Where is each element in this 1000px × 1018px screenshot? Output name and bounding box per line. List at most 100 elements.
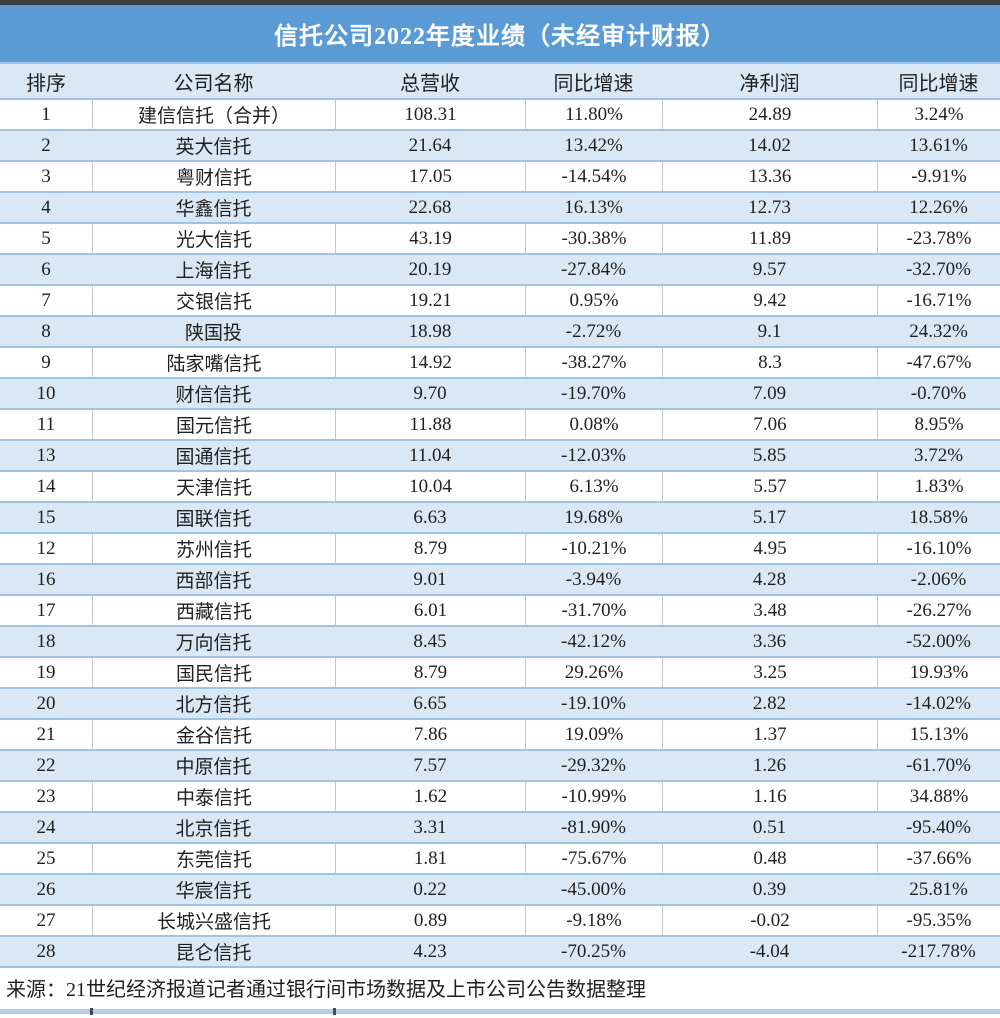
cell-company: 中原信托 xyxy=(175,757,252,778)
cell-profit-yoy: -9.91% xyxy=(877,162,1000,191)
cell-revenue-yoy: 29.26% xyxy=(525,658,662,687)
cell-rank: 25 xyxy=(36,847,56,869)
cell-profit: 2.82 xyxy=(752,692,787,714)
cell-revenue: 1.62 xyxy=(335,782,525,811)
cell-profit-yoy: -14.02% xyxy=(906,692,971,714)
cell-revenue-yoy: -19.10% xyxy=(561,692,626,714)
table-row: 9 陆家嘴信托 14.92 -38.27% 8.3 -47.67% xyxy=(0,348,1000,379)
cell-revenue: 7.86 xyxy=(335,720,525,749)
cell-revenue: 10.04 xyxy=(335,472,525,501)
cell-profit: 5.17 xyxy=(752,506,787,528)
cell-rank: 9 xyxy=(41,351,51,373)
cell-company: 苏州信托 xyxy=(92,534,335,563)
table-row: 6 上海信托 20.19 -27.84% 9.57 -32.70% xyxy=(0,255,1000,286)
table-row: 7 交银信托 19.21 0.95% 9.42 -16.71% xyxy=(0,286,1000,317)
cell-profit-yoy: -47.67% xyxy=(877,348,1000,377)
cell-revenue-yoy: -19.70% xyxy=(561,382,626,404)
cell-profit-yoy: 12.26% xyxy=(909,196,968,218)
cell-company: 万向信托 xyxy=(175,633,252,654)
cell-revenue-yoy: 16.13% xyxy=(564,196,623,218)
table-row: 16 西部信托 9.01 -3.94% 4.28 -2.06% xyxy=(0,565,1000,596)
table-row: 13 国通信托 11.04 -12.03% 5.85 3.72% xyxy=(0,441,1000,472)
cell-profit: 1.16 xyxy=(662,782,877,811)
cell-revenue: 17.05 xyxy=(335,162,525,191)
table-row: 17 西藏信托 6.01 -31.70% 3.48 -26.27% xyxy=(0,596,1000,627)
cell-company: 国民信托 xyxy=(92,658,335,687)
cell-company: 昆仑信托 xyxy=(175,943,252,964)
source-row: 来源：21世纪经济报道记者通过银行间市场数据及上市公司公告数据整理 xyxy=(0,968,1000,1006)
cell-revenue: 19.21 xyxy=(335,286,525,315)
table-row: 4 华鑫信托 22.68 16.13% 12.73 12.26% xyxy=(0,193,1000,224)
cell-rank: 19 xyxy=(36,661,56,683)
performance-table: 排序 公司名称 总营收 同比增速 净利润 同比增速 1 建信信托（合并） 108.31 11.8… xyxy=(0,62,1000,968)
cell-revenue-yoy: 0.95% xyxy=(525,286,662,315)
cell-revenue: 0.22 xyxy=(413,878,447,900)
cell-revenue-yoy: 0.08% xyxy=(525,410,662,439)
cell-revenue: 6.01 xyxy=(335,596,525,625)
table-row: 23 中泰信托 1.62 -10.99% 1.16 34.88% xyxy=(0,782,1000,813)
cell-company: 西部信托 xyxy=(175,571,252,592)
cell-profit: 0.51 xyxy=(752,816,787,838)
cell-revenue: 0.89 xyxy=(335,906,525,935)
cell-profit: 5.57 xyxy=(662,472,877,501)
table-row: 27 长城兴盛信托 0.89 -9.18% -0.02 -95.35% xyxy=(0,906,1000,937)
cell-profit: 12.73 xyxy=(748,196,791,218)
cell-revenue-yoy: -3.94% xyxy=(565,568,622,590)
cell-revenue-yoy: -42.12% xyxy=(561,630,626,652)
cell-rank: 16 xyxy=(36,568,56,590)
table-row: 3 粤财信托 17.05 -14.54% 13.36 -9.91% xyxy=(0,162,1000,193)
cell-profit-yoy: -32.70% xyxy=(906,258,971,280)
top-bar xyxy=(0,0,1000,5)
cell-profit-yoy: -95.40% xyxy=(906,816,971,838)
table-row: 24 北京信托 3.31 -81.90% 0.51 -95.40% xyxy=(0,813,1000,844)
cell-revenue-yoy: -10.99% xyxy=(525,782,662,811)
header-cell: 同比增速 xyxy=(553,72,634,95)
table-title-band: 信托公司2022年度业绩（未经审计财报） xyxy=(0,5,1000,62)
cell-rank: 20 xyxy=(36,692,56,714)
cell-rank: 26 xyxy=(36,878,56,900)
cell-revenue: 9.01 xyxy=(413,568,447,590)
cell-company: 中泰信托 xyxy=(92,782,335,811)
table-row: 26 华宸信托 0.22 -45.00% 0.39 25.81% xyxy=(0,875,1000,906)
cell-rank: 6 xyxy=(41,258,51,280)
cell-revenue-yoy: 6.13% xyxy=(525,472,662,501)
cell-profit: 0.48 xyxy=(662,844,877,873)
cell-rank: 13 xyxy=(36,444,56,466)
cell-revenue-yoy: 19.09% xyxy=(525,720,662,749)
header-cell: 总营收 xyxy=(400,72,460,95)
cell-profit-yoy: -61.70% xyxy=(906,754,971,776)
cell-revenue-yoy: -70.25% xyxy=(561,940,626,962)
cell-profit-yoy: 3.24% xyxy=(877,100,1000,129)
cell-company: 东莞信托 xyxy=(92,844,335,873)
cell-rank: 11 xyxy=(36,413,56,435)
bottom-partial-row xyxy=(0,1006,1000,1018)
table-row: 11 国元信托 11.88 0.08% 7.06 8.95% xyxy=(0,410,1000,441)
cell-company: 华鑫信托 xyxy=(175,199,252,220)
cell-rank: 1 xyxy=(41,103,51,125)
cell-rank: 8 xyxy=(41,320,51,342)
cell-profit-yoy: -2.06% xyxy=(910,568,967,590)
cell-profit: 9.57 xyxy=(752,258,787,280)
cell-profit: 0.39 xyxy=(752,878,787,900)
cell-profit-yoy: -16.71% xyxy=(877,286,1000,315)
cell-rank: 12 xyxy=(36,537,56,559)
cell-profit: 7.09 xyxy=(752,382,787,404)
cell-company: 西藏信托 xyxy=(92,596,335,625)
table-row: 1 建信信托（合并） 108.31 11.80% 24.89 3.24% xyxy=(0,100,1000,131)
cell-company: 国元信托 xyxy=(92,410,335,439)
cell-revenue: 18.98 xyxy=(408,320,452,342)
cell-revenue: 22.68 xyxy=(408,196,452,218)
cell-profit-yoy: -16.10% xyxy=(877,534,1000,563)
table-row: 10 财信信托 9.70 -19.70% 7.09 -0.70% xyxy=(0,379,1000,410)
cell-profit: 1.37 xyxy=(662,720,877,749)
cell-profit: 9.1 xyxy=(757,320,782,342)
cell-profit-yoy: 1.83% xyxy=(877,472,1000,501)
cell-rank: 17 xyxy=(36,599,56,621)
cell-profit: 24.89 xyxy=(662,100,877,129)
cell-rank: 4 xyxy=(41,196,51,218)
cell-company: 光大信托 xyxy=(92,224,335,253)
cell-revenue-yoy: -31.70% xyxy=(525,596,662,625)
cell-revenue: 1.81 xyxy=(335,844,525,873)
cell-profit-yoy: 18.58% xyxy=(909,506,968,528)
cell-company: 陕国投 xyxy=(184,323,242,344)
